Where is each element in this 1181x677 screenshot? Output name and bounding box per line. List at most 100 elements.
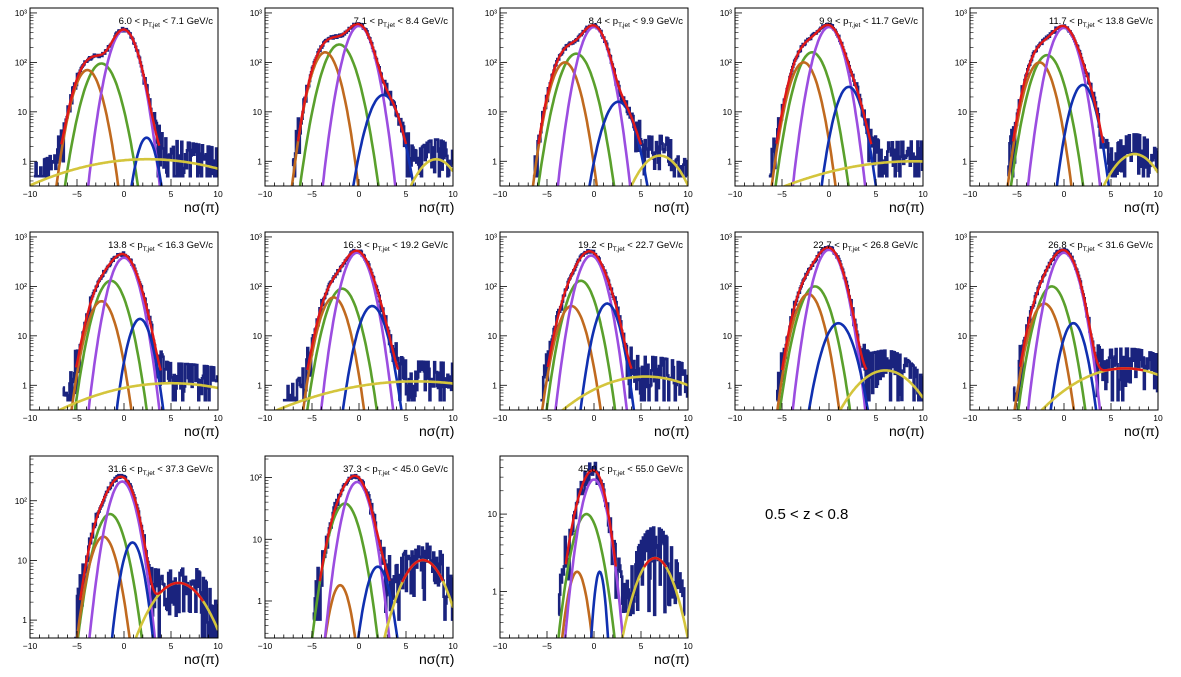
x-axis-label: nσ(π) [1124,199,1159,215]
fit-curve-yellow [30,157,218,186]
x-tick-label: −5 [542,413,552,423]
x-tick-label: −10 [963,189,978,199]
fit-curve-yellow [1102,152,1158,186]
y-tick-label: 10² [955,57,967,67]
panel-7: −10 −5 0 5 10 1 10 10² 10³ nσ(π) 16.3 < pT,jet < 1… [250,231,458,439]
plot-area [290,22,453,186]
y-tick-label: 10³ [720,232,732,242]
panel-title: 7.1 < pT,jet < 8.4 GeV/c [354,16,449,29]
x-tick-label: −10 [493,189,508,199]
panel-11: −10 −5 0 5 10 1 10 10² nσ(π) 31.6 < pT,jet < 37.3… [15,455,223,667]
fit-curve-violet [319,251,395,410]
x-axis-label: nσ(π) [654,423,689,439]
fit-curve-blue [341,304,403,410]
fit-curve-yellow [781,160,923,186]
x-tick-label: 10 [1153,189,1163,199]
y-tick-label: 1 [257,596,262,606]
panel-4: −10 −5 0 5 10 1 10 10² 10³ nσ(π) 9.9 < pT,jet < 11… [720,7,928,215]
panel-title: 45.0 < pT,jet < 55.0 GeV/c [578,464,683,477]
fit-curve-total [1018,248,1144,372]
y-tick-label: 10³ [15,232,27,242]
fit-curve-yellow [273,380,453,410]
fit-curve-orange [776,292,841,410]
x-tick-label: 10 [683,189,693,199]
y-tick-label: 10 [723,331,733,341]
fit-curve-total [1011,24,1105,144]
panel-title: 22.7 < pT,jet < 26.8 GeV/c [813,240,918,253]
x-axis-label: nσ(π) [654,651,689,667]
fit-curve-green [306,287,379,410]
x-tick-label: 0 [592,413,597,423]
x-tick-label: 0 [1062,413,1067,423]
y-tick-label: 10² [720,57,732,67]
plot-area [768,22,923,186]
x-tick-label: 10 [683,413,693,423]
panel-10: −10 −5 0 5 10 1 10 10² 10³ nσ(π) 26.8 < pT,jet < 3… [955,231,1163,439]
x-axis-label: nσ(π) [1124,423,1159,439]
panel-1: −10 −5 0 5 10 1 10 10² 10³ nσ(π) 6.0 < pT,jet < 7.… [15,7,223,215]
x-tick-label: −5 [307,641,317,651]
y-tick-label: 10³ [485,8,497,18]
y-tick-label: 10 [253,107,263,117]
x-tick-label: 0 [592,189,597,199]
x-tick-label: −5 [777,189,787,199]
x-tick-label: 10 [918,413,928,423]
y-tick-label: 10² [15,496,27,506]
plot-area [1006,24,1158,186]
y-tick-label: 10 [18,107,28,117]
data-histogram [776,245,923,402]
panel-title: 13.8 < pT,jet < 16.3 GeV/c [108,240,213,253]
fit-curve-total [546,249,633,370]
fit-curve-violet [791,248,867,410]
y-tick-label: 10² [720,281,732,291]
x-axis-label: nσ(π) [419,651,454,667]
plot-area [74,473,218,638]
fit-curve-green [557,512,616,638]
x-tick-label: 5 [169,641,174,651]
x-tick-label: −10 [493,641,508,651]
x-tick-label: 5 [639,641,644,651]
fit-curve-green [1009,53,1085,186]
fit-curve-blue [356,565,399,638]
panel-6: −10 −5 0 5 10 1 10 10² 10³ nσ(π) 13.8 < pT,jet < 1… [15,231,223,439]
plot-area [56,251,218,410]
x-tick-label: 0 [357,641,362,651]
fit-curve-blue [579,302,636,410]
fit-curve-green [298,43,380,186]
x-axis-label: nσ(π) [889,423,924,439]
x-tick-label: 5 [1109,189,1114,199]
x-tick-label: −10 [23,189,38,199]
y-tick-label: 10² [15,57,27,67]
y-tick-label: 10 [18,555,28,565]
y-tick-label: 10 [253,534,263,544]
x-tick-label: −10 [23,641,38,651]
panel-title: 9.9 < pT,jet < 11.7 GeV/c [819,16,918,29]
x-tick-label: 10 [1153,413,1163,423]
data-histogram [768,22,923,178]
y-tick-label: 1 [257,156,262,166]
x-tick-label: 5 [639,189,644,199]
y-tick-label: 10 [488,331,498,341]
fit-curve-orange [301,296,366,410]
x-axis-label: nσ(π) [419,199,454,215]
panel-title: 26.8 < pT,jet < 31.6 GeV/c [1048,240,1153,253]
x-tick-label: 0 [1062,189,1067,199]
x-axis-label: nσ(π) [419,423,454,439]
y-tick-label: 10 [18,331,28,341]
plot-area [1012,247,1158,410]
y-tick-label: 1 [22,615,27,625]
x-tick-label: 10 [448,641,458,651]
y-tick-label: 10² [485,57,497,67]
y-tick-label: 10² [250,281,262,291]
plot-area [310,473,453,638]
x-tick-label: 0 [827,189,832,199]
fit-curve-total [537,24,643,145]
x-tick-label: 5 [404,189,409,199]
y-tick-label: 1 [22,156,27,166]
plot-area [30,26,218,186]
x-tick-label: −10 [493,413,508,423]
panel-5: −10 −5 0 5 10 1 10 10² 10³ nσ(π) 11.7 < pT,jet < 1… [955,7,1163,215]
y-tick-label: 10² [15,281,27,291]
